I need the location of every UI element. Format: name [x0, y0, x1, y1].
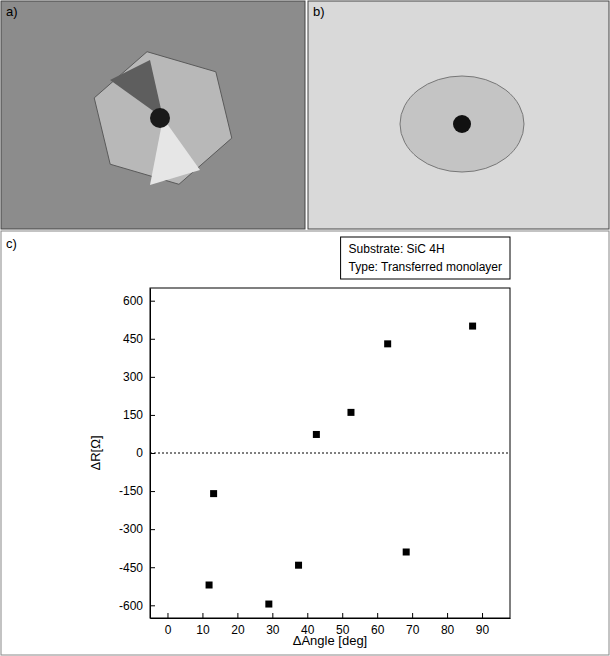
- tick: 600: [123, 294, 155, 308]
- tick: 150: [123, 408, 155, 422]
- tick-mark: [150, 339, 155, 340]
- tick: 70: [406, 613, 420, 637]
- panel-label: c): [6, 236, 17, 251]
- tick-mark: [150, 415, 155, 416]
- tick-label: -450: [119, 561, 143, 575]
- tick-mark: [150, 567, 155, 568]
- point: [347, 409, 354, 416]
- tick-label: 10: [196, 623, 210, 637]
- tick-label: 300: [123, 370, 143, 384]
- tick-mark: [272, 613, 273, 618]
- annotation-text: Type: Transferred monolayer: [349, 260, 502, 274]
- tick-mark: [167, 613, 168, 618]
- annotation-text: Substrate: SiC 4H: [349, 242, 445, 256]
- tick: -300: [119, 522, 155, 536]
- point: [295, 562, 302, 569]
- tick: 90: [476, 613, 490, 637]
- tick: 300: [123, 370, 155, 384]
- tick-label: 60: [371, 623, 385, 637]
- tick: 0: [136, 446, 155, 460]
- annotation-box: [341, 237, 510, 279]
- tick-label: 0: [136, 446, 143, 460]
- tick: 10: [196, 613, 210, 637]
- tick: -150: [119, 484, 155, 498]
- tick-label: 150: [123, 408, 143, 422]
- tick-label: 600: [123, 294, 143, 308]
- point: [403, 549, 410, 556]
- plot-area: [150, 323, 510, 608]
- tick-label: 90: [476, 623, 490, 637]
- tick-mark: [307, 613, 308, 618]
- tick-mark: [150, 529, 155, 530]
- image-b: [308, 1, 609, 229]
- point: [210, 490, 217, 497]
- tick-label: 0: [165, 623, 172, 637]
- plot-frame: [150, 288, 510, 618]
- tick-label: 30: [266, 623, 280, 637]
- panel-c-frame: [1, 231, 609, 655]
- reference-line: [150, 453, 510, 454]
- shade: [110, 60, 163, 118]
- tick: -450: [119, 561, 155, 575]
- point: [384, 340, 391, 347]
- point: [206, 582, 213, 589]
- pit: [150, 108, 170, 128]
- tick-mark: [342, 613, 343, 618]
- tick-mark: [150, 605, 155, 606]
- panel-label: b): [313, 4, 325, 19]
- x-axis-title: ΔAngle [deg]: [293, 633, 367, 648]
- tick-mark: [377, 613, 378, 618]
- y-axis-title: ΔR[Ω]: [88, 435, 103, 470]
- point: [265, 601, 272, 608]
- tick: 0: [165, 613, 172, 637]
- point: [313, 431, 320, 438]
- tick-label: 450: [123, 332, 143, 346]
- axis-line: [151, 618, 511, 619]
- tick: 20: [231, 613, 245, 637]
- tick-label: 80: [441, 623, 455, 637]
- tick-label: -150: [119, 484, 143, 498]
- tick: 80: [441, 613, 455, 637]
- annotation: Substrate: SiC 4H Type: Transferred monol…: [341, 237, 510, 279]
- tick: 30: [266, 613, 280, 637]
- tick: 450: [123, 332, 155, 346]
- crater: [400, 76, 524, 172]
- pit: [453, 115, 471, 133]
- tick: -600: [119, 599, 155, 613]
- tick-mark: [482, 613, 483, 618]
- tick-mark: [150, 377, 155, 378]
- panel-label: a): [6, 4, 18, 19]
- panel-a: a): [1, 1, 305, 229]
- shade: [150, 118, 200, 185]
- tick-mark: [150, 301, 155, 302]
- image-a: [1, 1, 305, 229]
- panel-b: b): [308, 1, 609, 229]
- tick-label: -300: [119, 522, 143, 536]
- tick-label: 70: [406, 623, 420, 637]
- tick: 60: [371, 613, 385, 637]
- tick-mark: [202, 613, 203, 618]
- crater: [94, 52, 232, 185]
- tick-label: -600: [119, 599, 143, 613]
- tick-mark: [412, 613, 413, 618]
- tick-mark: [447, 613, 448, 618]
- tick-mark: [150, 491, 155, 492]
- tick-mark: [237, 613, 238, 618]
- figure: a)b)c)0102030405060708090-600-450-300-15…: [0, 0, 610, 656]
- tick-label: 20: [231, 623, 245, 637]
- point: [469, 323, 476, 330]
- y-axis: -600 -450 -300 -150 0 150 300 450 600: [119, 289, 155, 619]
